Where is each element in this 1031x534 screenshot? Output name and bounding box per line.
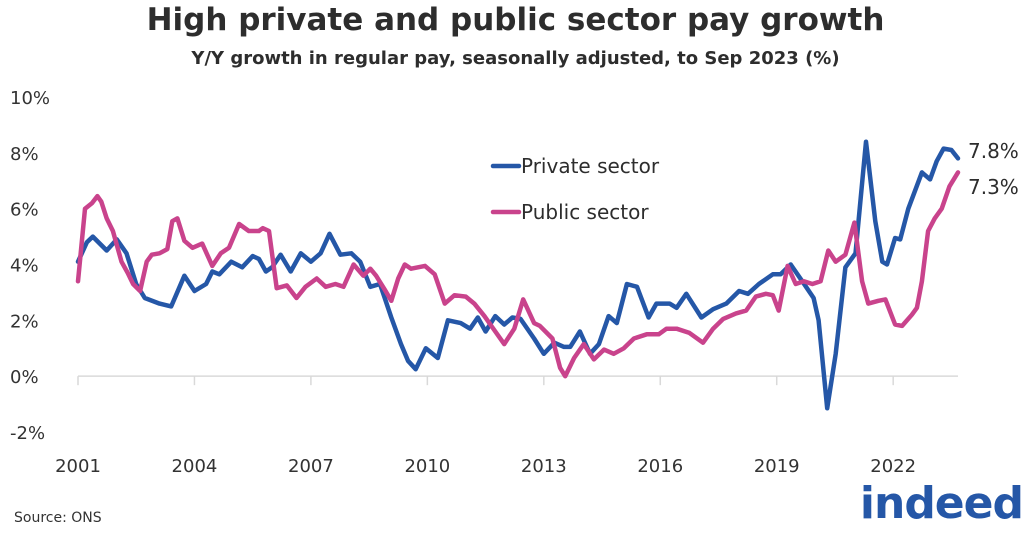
chart-subtitle: Y/Y growth in regular pay, seasonally ad…	[191, 48, 840, 69]
x-tick-label: 2001	[55, 456, 101, 477]
chart-title: High private and public sector pay growt…	[146, 2, 885, 38]
x-tick-label: 2022	[870, 456, 916, 477]
x-tick-label: 2016	[637, 456, 683, 477]
y-tick-label: 0%	[10, 367, 39, 388]
x-tick-label: 2019	[754, 456, 800, 477]
legend-label: Public sector	[521, 200, 649, 224]
y-tick-label: 2%	[10, 311, 39, 332]
x-tick-label: 2004	[172, 456, 218, 477]
x-tick-label: 2007	[288, 456, 334, 477]
legend-label: Private sector	[521, 154, 660, 178]
end-value-label: 7.3%	[968, 175, 1019, 199]
series-line-public	[75, 170, 961, 379]
x-tick-label: 2010	[404, 456, 450, 477]
series-line-private	[75, 139, 961, 411]
end-value-label: 7.8%	[968, 139, 1019, 163]
y-tick-label: 8%	[10, 144, 39, 165]
y-tick-label: 6%	[10, 200, 39, 221]
x-tick-label: 2013	[521, 456, 567, 477]
source-note: Source: ONS	[14, 510, 102, 526]
y-tick-label: -2%	[10, 423, 45, 444]
indeed-logo: indeed	[859, 478, 1024, 529]
y-tick-label: 4%	[10, 256, 39, 277]
y-tick-label: 10%	[10, 88, 50, 109]
